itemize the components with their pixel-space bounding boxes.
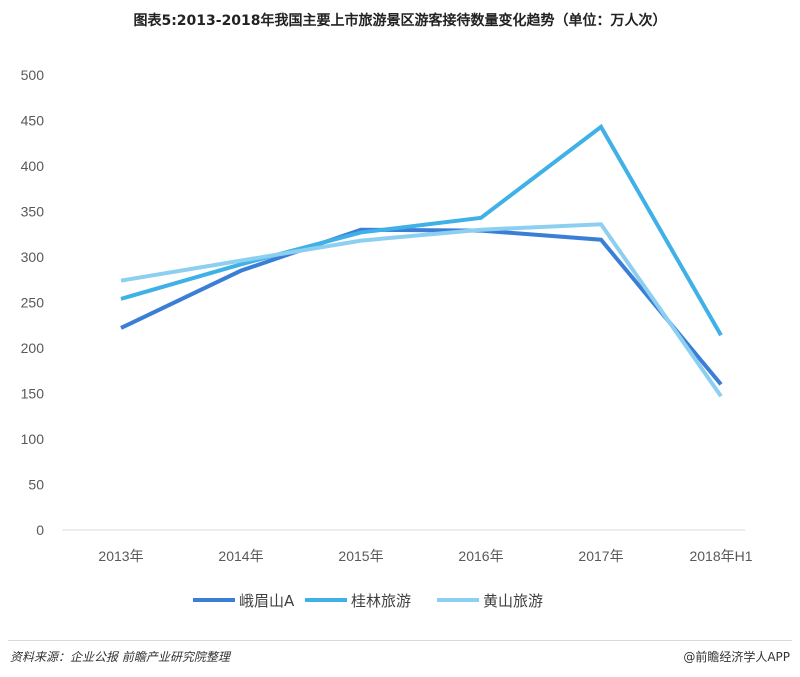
- series-line-1: [120, 123, 723, 337]
- x-tick-label: 2017年: [578, 548, 623, 564]
- y-tick-label: 400: [21, 158, 45, 174]
- y-tick-label: 500: [21, 67, 45, 83]
- legend: 峨眉山A 桂林旅游 黄山旅游: [193, 592, 543, 610]
- y-tick-label: 450: [21, 113, 45, 129]
- x-tick-label: 2016年: [458, 548, 503, 564]
- series-line-2: [120, 222, 723, 398]
- brand-label: @前瞻经济学人APP: [683, 650, 790, 664]
- y-tick-label: 250: [21, 295, 45, 311]
- y-axis: 0 50 100 150 200 250 300 350 400 450 500: [21, 67, 45, 538]
- y-tick-label: 350: [21, 204, 45, 220]
- series-line-0: [120, 227, 723, 386]
- x-tick-label: 2014年: [218, 548, 263, 564]
- chart-title: 图表5:2013-2018年我国主要上市旅游景区游客接待数量变化趋势（单位：万人…: [133, 13, 667, 29]
- footer-divider: [8, 640, 792, 641]
- series-layer: [120, 123, 723, 398]
- legend-label: 黄山旅游: [483, 592, 543, 610]
- x-axis: 2013年 2014年 2015年 2016年 2017年 2018年H1: [62, 529, 753, 564]
- y-tick-label: 100: [21, 431, 45, 447]
- legend-label: 峨眉山A: [239, 592, 295, 610]
- x-tick-label: 2015年: [338, 548, 383, 564]
- y-tick-label: 0: [36, 522, 44, 538]
- y-tick-label: 200: [21, 340, 45, 356]
- y-tick-label: 300: [21, 249, 45, 265]
- y-tick-label: 150: [21, 386, 45, 402]
- x-tick-label: 2013年: [98, 548, 143, 564]
- source-note: 资料来源：企业公报 前瞻产业研究院整理: [10, 650, 230, 664]
- y-tick-label: 50: [28, 477, 44, 493]
- x-tick-label: 2018年H1: [689, 548, 752, 564]
- legend-label: 桂林旅游: [351, 592, 411, 610]
